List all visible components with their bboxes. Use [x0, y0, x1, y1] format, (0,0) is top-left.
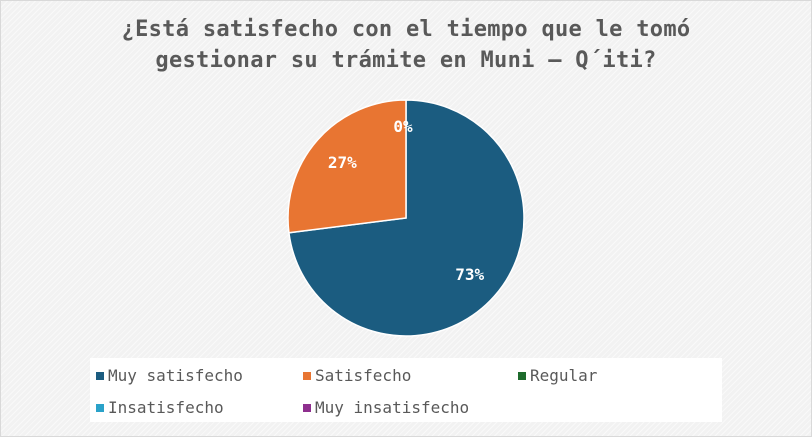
- legend: Muy satisfecho Satisfecho Regular Insati…: [90, 358, 722, 422]
- legend-label-muy-insatisfecho: Muy insatisfecho: [315, 398, 470, 417]
- legend-label-satisfecho: Satisfecho: [315, 366, 412, 385]
- legend-item-insatisfecho: Insatisfecho: [96, 398, 224, 417]
- data-label-regular: 0%: [393, 117, 413, 136]
- chart-title-line-2: gestionar su trámite en Muni – Q´iti?: [155, 48, 657, 73]
- chart-title-line-1: ¿Está satisfecho con el tiempo que le to…: [121, 17, 691, 42]
- data-label-muy-satisfecho: 73%: [455, 265, 484, 284]
- legend-item-muy-satisfecho: Muy satisfecho: [96, 366, 243, 385]
- legend-item-satisfecho: Satisfecho: [303, 366, 411, 385]
- legend-label-muy-satisfecho: Muy satisfecho: [108, 366, 243, 385]
- legend-label-insatisfecho: Insatisfecho: [108, 398, 224, 417]
- legend-swatch-insatisfecho: [96, 403, 104, 412]
- pie-slice-satisfecho: [287, 99, 407, 234]
- legend-item-regular: Regular: [518, 366, 597, 385]
- legend-swatch-regular: [518, 371, 526, 380]
- chart-title: ¿Está satisfecho con el tiempo que le to…: [0, 14, 812, 76]
- legend-swatch-satisfecho: [303, 371, 311, 380]
- data-label-satisfecho: 27%: [328, 153, 357, 172]
- legend-item-muy-insatisfecho: Muy insatisfecho: [303, 398, 469, 417]
- legend-label-regular: Regular: [530, 366, 598, 385]
- legend-swatch-muy-satisfecho: [96, 371, 104, 380]
- legend-swatch-muy-insatisfecho: [303, 403, 311, 412]
